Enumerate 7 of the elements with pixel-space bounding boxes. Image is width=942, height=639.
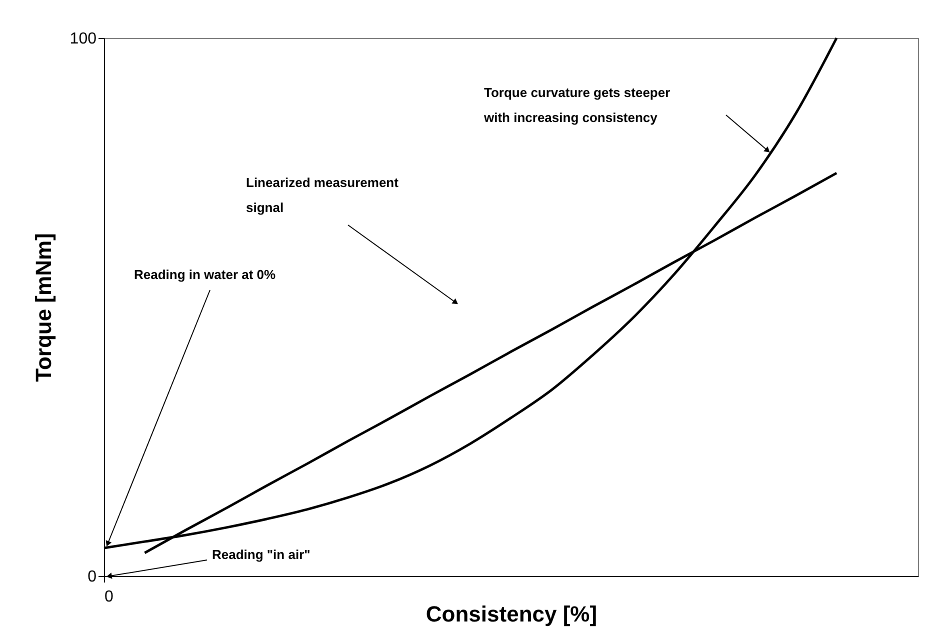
annotation: Reading "in air": [212, 547, 310, 562]
y-tick-label: 100: [70, 30, 97, 48]
annotation: Linearized measurement signal: [246, 175, 400, 215]
annotation: Reading in water at 0%: [134, 267, 276, 282]
annotation: Torque curvature gets steeper with increasing consistency: [483, 85, 670, 125]
y-axis-title: Torque [mNm]: [30, 233, 56, 382]
x-axis-title: Consistency [%]: [426, 602, 598, 626]
